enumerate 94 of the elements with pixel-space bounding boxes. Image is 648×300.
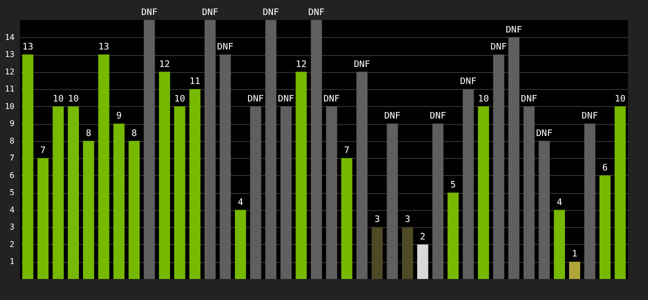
- bar: [402, 227, 414, 279]
- data-label: 3: [374, 215, 380, 226]
- y-tick-label: 8: [10, 136, 15, 146]
- bar: [234, 210, 246, 279]
- data-label: DNF: [202, 8, 218, 18]
- bar: [341, 158, 352, 279]
- data-label: 7: [40, 146, 46, 156]
- bar: [98, 54, 110, 279]
- y-tick-label: 7: [10, 154, 15, 163]
- data-label: 9: [116, 112, 122, 122]
- data-label: 10: [478, 94, 489, 104]
- data-label: 11: [189, 77, 200, 88]
- data-label: 13: [22, 42, 34, 53]
- bar: [356, 72, 368, 279]
- bar: [280, 106, 292, 279]
- data-label: DNF: [536, 128, 552, 139]
- data-label: 8: [86, 128, 92, 139]
- y-tick-label: 2: [10, 240, 15, 249]
- data-label: 4: [556, 198, 562, 208]
- data-label: DNF: [141, 8, 158, 18]
- bar: [538, 140, 550, 279]
- data-label: 6: [602, 163, 608, 174]
- bar: [220, 54, 231, 279]
- y-tick-label: 10: [4, 102, 15, 111]
- bar: [128, 140, 140, 279]
- bar: [144, 20, 155, 279]
- data-label: DNF: [506, 25, 522, 36]
- data-label: DNF: [430, 112, 446, 122]
- bar: [386, 124, 398, 279]
- data-label: 3: [404, 215, 410, 226]
- data-label: 5: [450, 180, 456, 191]
- bar: [448, 192, 459, 279]
- y-tick-label: 14: [4, 32, 15, 42]
- y-tick-label: 6: [10, 170, 15, 180]
- bar: [478, 106, 490, 279]
- data-label: 10: [614, 94, 626, 104]
- bar: [37, 158, 49, 279]
- data-label: DNF: [384, 112, 400, 122]
- bar: [22, 54, 34, 279]
- bar: [174, 106, 186, 279]
- data-label: 1: [572, 250, 578, 260]
- bar: [493, 54, 504, 279]
- bar: [310, 20, 322, 279]
- data-label: DNF: [278, 94, 294, 104]
- bar: [417, 244, 428, 279]
- bar: [326, 106, 338, 279]
- bar: [113, 124, 124, 279]
- bar: [189, 89, 200, 279]
- y-tick-label: 13: [4, 50, 15, 60]
- bar: [462, 89, 474, 279]
- y-tick-label: 1: [10, 257, 15, 266]
- y-tick-label: 5: [10, 188, 15, 198]
- data-label: 12: [296, 60, 307, 70]
- data-label: 2: [420, 232, 426, 242]
- bar: [250, 106, 262, 279]
- bar: [83, 140, 94, 279]
- data-label: 12: [159, 60, 170, 70]
- data-label: DNF: [217, 42, 234, 53]
- y-tick-label: 11: [4, 84, 15, 94]
- data-label: 10: [68, 94, 79, 104]
- data-label: DNF: [490, 42, 507, 53]
- data-label: DNF: [520, 94, 538, 104]
- bar: [584, 124, 596, 279]
- bar: [508, 37, 520, 279]
- data-label: DNF: [354, 60, 370, 70]
- data-label: 10: [52, 94, 64, 104]
- y-tick-label: 9: [10, 119, 15, 128]
- data-label: DNF: [582, 112, 598, 122]
- bar: [599, 175, 611, 279]
- bar: [432, 124, 444, 279]
- data-label: 4: [238, 198, 244, 208]
- bar: [52, 106, 64, 279]
- data-label: DNF: [460, 77, 476, 88]
- bar: [524, 106, 535, 279]
- bar: [569, 262, 580, 279]
- data-label: DNF: [248, 94, 264, 104]
- bar: [296, 72, 307, 279]
- data-label: DNF: [308, 8, 325, 18]
- bar: [614, 106, 626, 279]
- bar: [204, 20, 216, 279]
- y-tick-label: 3: [10, 222, 15, 232]
- data-label: 10: [174, 94, 186, 104]
- bar: [158, 72, 170, 279]
- y-tick-label: 12: [4, 67, 15, 76]
- data-label: DNF: [262, 8, 279, 18]
- bar: [68, 106, 79, 279]
- bar: [554, 210, 565, 279]
- data-label: DNF: [323, 94, 340, 104]
- data-label: 8: [131, 128, 137, 139]
- bar: [265, 20, 276, 279]
- data-label: 7: [344, 146, 350, 156]
- y-tick-label: 4: [10, 205, 15, 214]
- bar: [372, 227, 383, 279]
- data-label: 13: [98, 42, 110, 53]
